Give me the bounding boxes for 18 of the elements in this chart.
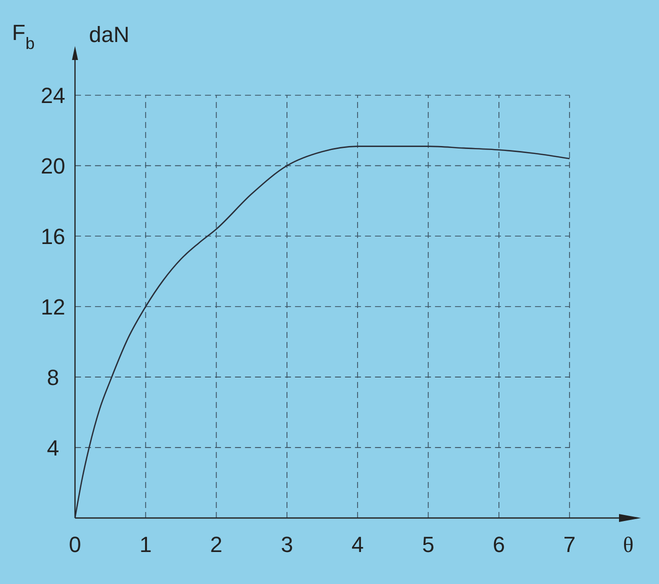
y-tick-label: 8 [46, 365, 60, 390]
x-tick-label: 6 [492, 532, 506, 557]
x-tick-label: 7 [563, 532, 576, 557]
x-tick-label: 1 [140, 532, 152, 557]
x-tick-label: 5 [422, 532, 434, 557]
y-tick-label: 4 [46, 436, 60, 461]
x-axis-title: θ [623, 532, 634, 557]
x-tick-label: 0 [68, 532, 82, 557]
y-tick-label: 20 [40, 154, 66, 179]
y-tick-label: 24 [40, 83, 66, 108]
y-axis-title: F$_{b}$ [12, 20, 35, 53]
line-series [74, 146, 570, 519]
y-tick-label: 12 [40, 294, 66, 320]
text: daN [89, 22, 130, 47]
x-tick-label: 2 [210, 532, 222, 557]
y-tick-label: 16 [40, 224, 66, 250]
x-tick-label: 4 [351, 532, 364, 557]
x-tick-label: 3 [280, 532, 294, 557]
